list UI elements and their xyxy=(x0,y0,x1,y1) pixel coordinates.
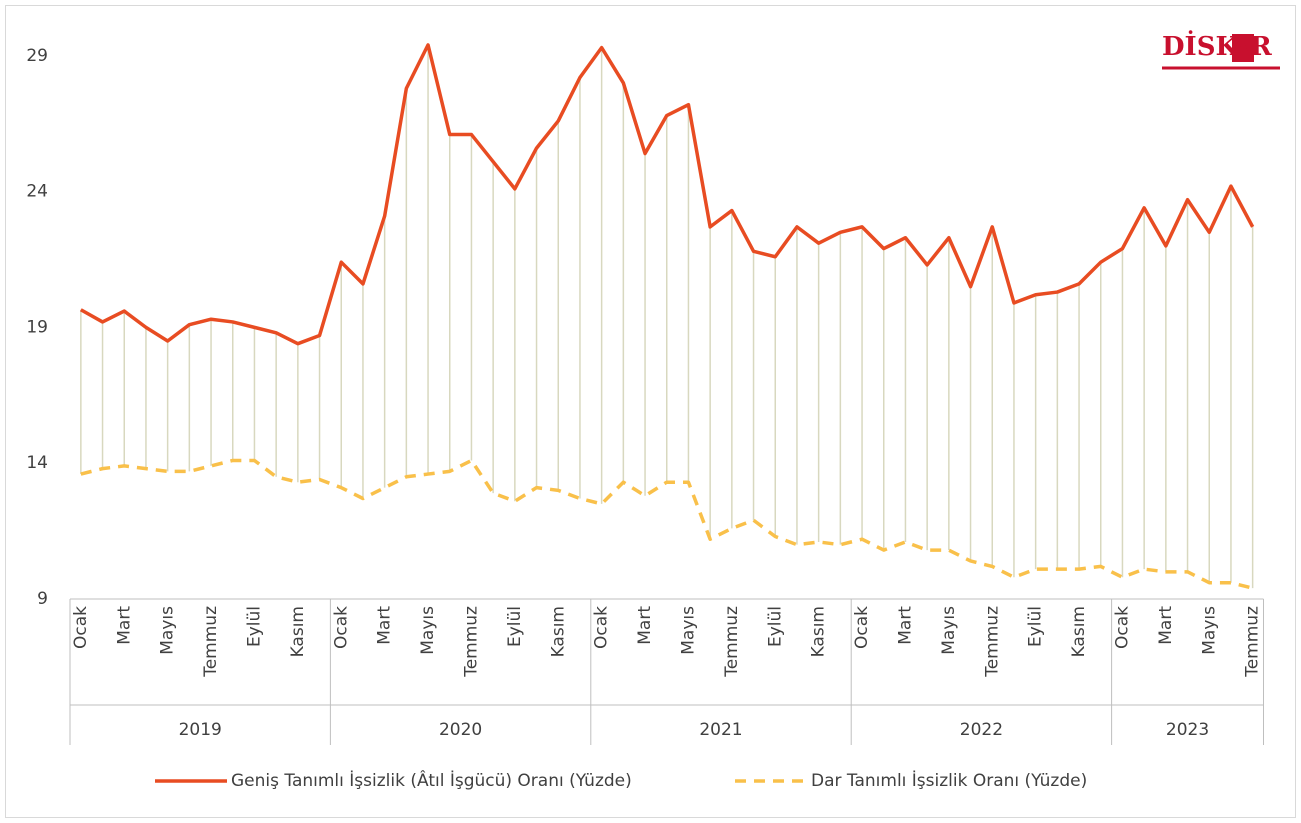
x-tick-label: Mart xyxy=(635,606,655,645)
x-tick-label: Mart xyxy=(114,606,134,645)
x-group-label: 2021 xyxy=(699,720,742,740)
legend-label: Dar Tanımlı İşsizlik Oranı (Yüzde) xyxy=(811,770,1087,791)
legend-item: Geniş Tanımlı İşsizlik (Âtıl İşgücü) Ora… xyxy=(155,769,632,791)
logo-text: DİSK xyxy=(1162,30,1239,62)
x-tick-label: Mart xyxy=(895,606,915,645)
x-tick-label: Eylül xyxy=(765,606,785,647)
x-tick-label: Eylül xyxy=(505,606,525,647)
x-tick-label: Temmuz xyxy=(201,606,221,678)
x-tick-label: Kasım xyxy=(809,606,829,657)
x-tick-label: Temmuz xyxy=(982,606,1002,678)
x-tick-label: Mayıs xyxy=(939,606,959,655)
series-line xyxy=(80,458,1254,590)
x-tick-label: Kasım xyxy=(288,606,308,657)
x-tick-label: Eylül xyxy=(1026,606,1046,647)
logo: DİSK AR xyxy=(1160,30,1280,76)
x-tick-label: Temmuz xyxy=(1243,606,1263,678)
x-group-label: 2020 xyxy=(439,720,482,740)
x-tick-label: Ocak xyxy=(331,606,351,649)
logo-box xyxy=(1232,34,1254,62)
legend-item: Dar Tanımlı İşsizlik Oranı (Yüzde) xyxy=(735,770,1087,791)
chart-border xyxy=(5,5,1296,818)
x-tick-label: Mayıs xyxy=(418,606,438,655)
series-line xyxy=(79,43,1255,346)
x-tick-label: Eylül xyxy=(244,606,264,647)
y-tick-label: 14 xyxy=(26,453,48,473)
x-tick-label: Ocak xyxy=(1112,606,1132,649)
x-tick-label: Mart xyxy=(375,606,395,645)
y-tick-label: 9 xyxy=(37,589,48,609)
x-tick-label: Temmuz xyxy=(722,606,742,678)
x-tick-label: Mayıs xyxy=(1199,606,1219,655)
x-tick-label: Kasım xyxy=(548,606,568,657)
y-tick-label: 19 xyxy=(26,317,48,337)
x-tick-label: Ocak xyxy=(592,606,612,649)
y-tick-label: 29 xyxy=(26,46,48,66)
x-tick-label: Mayıs xyxy=(678,606,698,655)
x-group-label: 2019 xyxy=(179,720,222,740)
y-tick-label: 24 xyxy=(26,182,48,202)
legend-label: Geniş Tanımlı İşsizlik (Âtıl İşgücü) Ora… xyxy=(231,769,632,791)
x-tick-label: Ocak xyxy=(71,606,91,649)
x-tick-label: Mart xyxy=(1156,606,1176,645)
logo-text: AR xyxy=(1229,32,1272,62)
x-tick-label: Mayıs xyxy=(158,606,178,655)
x-group-label: 2022 xyxy=(960,720,1003,740)
x-tick-label: Temmuz xyxy=(461,606,481,678)
x-group-label: 2023 xyxy=(1166,720,1209,740)
x-tick-label: Ocak xyxy=(852,606,872,649)
x-tick-label: Kasım xyxy=(1069,606,1089,657)
